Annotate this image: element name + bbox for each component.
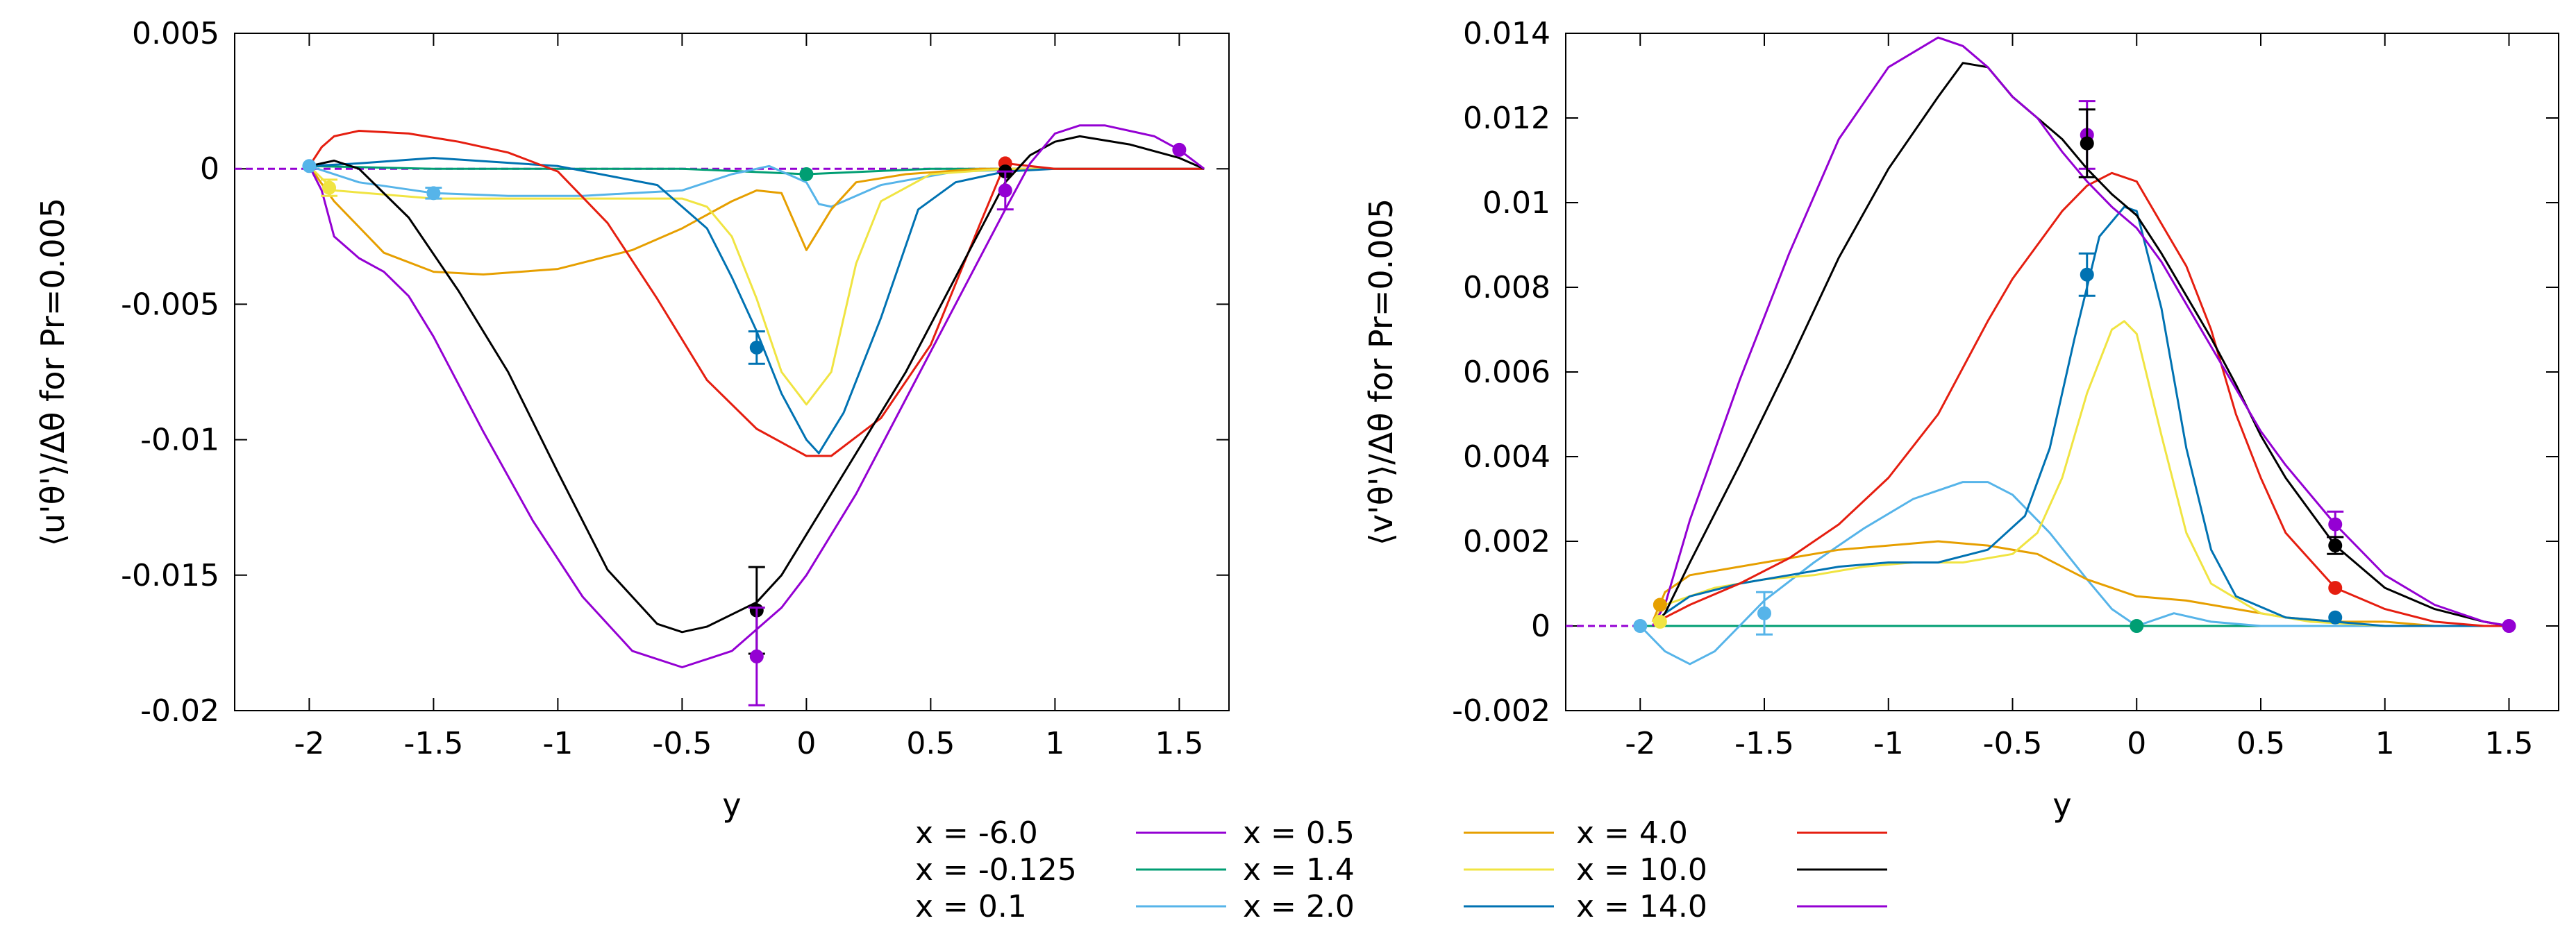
x-tick-label: 1 [1045,726,1064,761]
series-line [1651,36,2509,627]
legend-label: x = 10.0 [1576,852,1707,888]
data-marker [2328,581,2343,595]
y-tick-label: 0.002 [1463,524,1550,559]
series-line [308,165,1205,276]
x-tick-label: 1.5 [1155,726,1203,761]
x-tick-label: 1.5 [2485,726,2534,761]
data-marker [426,186,441,201]
data-marker [2502,619,2516,633]
x-tick-label: -2 [1625,726,1655,761]
series-line [308,130,1205,457]
y-tick-label: 0.008 [1463,270,1550,305]
y-tick-label: 0.014 [1463,16,1550,51]
series-line [309,135,1205,634]
y-tick-label: 0.004 [1463,439,1550,475]
y-tick-label: -0.015 [121,558,219,593]
data-marker [2130,619,2144,633]
x-tick-label: 1 [2375,726,2395,761]
y-tick-label: 0 [200,151,219,187]
data-marker [1172,142,1187,157]
data-marker [749,340,764,355]
x-tick-label: 0 [796,726,816,761]
series-line [1652,205,2509,627]
legend-label: x = 0.1 [915,889,1027,924]
data-marker [749,649,764,663]
x-tick-label: -0.5 [652,726,712,761]
x-tick-label: -0.5 [1983,726,2043,761]
data-marker [302,159,317,173]
series-line [309,164,1205,176]
legend-label: x = 2.0 [1243,889,1355,924]
x-tick-label: -1.5 [403,726,463,761]
y-tick-label: 0.01 [1482,185,1550,221]
legend-label: x = 14.0 [1576,889,1707,924]
y-tick-label: -0.01 [140,423,219,458]
legend-label: x = -6.0 [915,815,1038,851]
data-marker [322,180,337,195]
right-chart-panel: -2 -1.5 -1 -0.5 0 0.5 1 1.5 0.014 0.012 0.01 0.008 0… [1362,16,2559,824]
y-tick-label: 0.005 [132,16,219,51]
x-axis-label: y [722,786,741,824]
y-tick-label: -0.005 [121,287,219,322]
left-chart-panel: -2 -1.5 -1 -0.5 0 0.5 1 1.5 0.005 0 -0.005 -0.01 -0.… [34,16,1230,824]
data-marker [1757,606,1771,620]
data-marker [2080,267,2094,282]
series-line [1652,171,2509,627]
data-marker [2328,517,2343,532]
legend-label: x = 1.4 [1243,852,1355,888]
y-tick-label: -0.02 [140,693,219,729]
y-tick-label: -0.002 [1452,693,1550,729]
x-tick-label: 0.5 [906,726,955,761]
data-marker [2328,539,2343,553]
series-line [1652,62,2509,627]
series-line [309,157,1205,455]
data-marker [1653,614,1667,629]
legend-label: x = 0.5 [1243,815,1355,851]
y-tick-label: 0 [1531,609,1550,644]
legend-label: x = 4.0 [1576,815,1688,851]
legend-label: x = -0.125 [915,852,1077,888]
data-marker [799,167,814,182]
x-axis-label: y [2052,786,2071,824]
data-marker [2080,136,2094,151]
plot-frame [234,33,1230,711]
y-tick-label: 0.012 [1463,101,1550,136]
x-tick-label: -1 [1873,726,1904,761]
x-tick-label: -1 [542,726,573,761]
series-line [1639,481,2509,666]
y-tick-label: 0.006 [1463,355,1550,390]
x-tick-label: 0 [2127,726,2146,761]
y-axis-label: ⟨u'θ'⟩/Δθ for Pr=0.005 [34,198,72,546]
data-marker [1633,619,1648,633]
x-tick-label: -2 [294,726,324,761]
x-tick-label: -1.5 [1734,726,1794,761]
data-marker [1653,598,1667,612]
y-axis-label: ⟨v'θ'⟩/Δθ for Pr=0.005 [1362,198,1400,545]
plot-frame [1565,33,2559,711]
series-line [1651,320,2509,627]
x-tick-label: 0.5 [2236,726,2285,761]
data-marker [998,183,1012,198]
data-marker [2328,610,2343,625]
series-line [308,165,1205,406]
